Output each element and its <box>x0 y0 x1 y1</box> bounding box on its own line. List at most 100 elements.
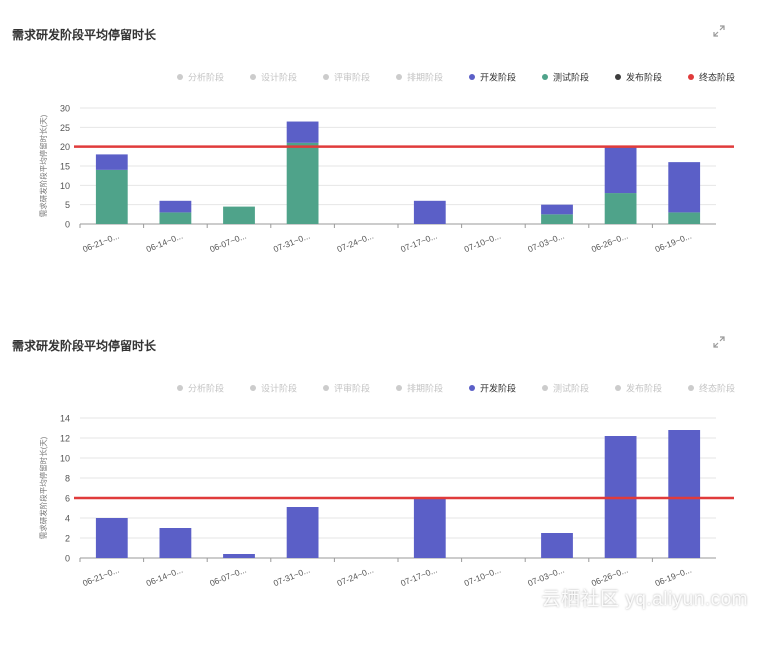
bar <box>541 214 573 224</box>
y-tick-label: 4 <box>65 514 70 524</box>
x-tick-label: 06-19~0... <box>653 231 692 255</box>
bar <box>413 200 446 224</box>
y-tick-label: 0 <box>65 220 70 230</box>
y-tick-label: 5 <box>65 200 70 210</box>
legend-marker <box>542 74 548 80</box>
chart-panel-1: 需求研发阶段平均停留时长 分析阶段 设计阶段 评审阶段 排期阶段 开发阶段 测试阶段 发布阶… <box>0 0 762 300</box>
bar <box>604 146 637 194</box>
legend-label: 终态阶段 <box>699 72 735 83</box>
chart-1: 分析阶段 设计阶段 评审阶段 排期阶段 开发阶段 测试阶段 发布阶段 终态阶段 0 5 10 15 20… <box>38 72 735 255</box>
bar <box>541 533 573 558</box>
legend-item[interactable]: 发布阶段 <box>615 383 662 394</box>
bar <box>286 142 319 224</box>
x-tick-label: 07-24~0... <box>335 565 374 589</box>
bar <box>95 169 128 224</box>
legend-item[interactable]: 分析阶段 <box>177 72 224 83</box>
legend-item[interactable]: 排期阶段 <box>396 72 443 83</box>
bar <box>223 206 255 224</box>
legend: 分析阶段 设计阶段 评审阶段 排期阶段 开发阶段 测试阶段 发布阶段 终态阶段 <box>177 383 735 394</box>
legend-marker <box>396 385 402 391</box>
legend-label: 发布阶段 <box>626 72 662 83</box>
y-tick-label: 10 <box>60 181 70 191</box>
legend-marker <box>250 385 256 391</box>
y-tick-label: 15 <box>60 162 70 172</box>
legend-item[interactable]: 测试阶段 <box>542 72 589 83</box>
bar <box>541 204 573 215</box>
bar <box>604 193 637 224</box>
legend-item[interactable]: 设计阶段 <box>250 72 297 83</box>
x-tick-label: 06-14~0... <box>145 565 184 589</box>
x-tick-label: 07-10~0... <box>463 231 502 255</box>
legend-marker <box>250 74 256 80</box>
legend-marker <box>469 385 475 391</box>
watermark: 云栖社区 yq.aliyun.com <box>541 589 748 610</box>
x-tick-label: 07-03~0... <box>526 231 565 255</box>
legend-marker <box>542 385 548 391</box>
bar <box>95 154 128 170</box>
expand-icon[interactable] <box>712 335 726 349</box>
legend-item[interactable]: 测试阶段 <box>542 383 589 394</box>
y-tick-label: 12 <box>60 434 70 444</box>
x-tick-label: 06-07~0... <box>208 231 247 255</box>
legend-item[interactable]: 终态阶段 <box>688 383 735 394</box>
legend-marker <box>469 74 475 80</box>
bar <box>286 121 319 143</box>
legend-label: 测试阶段 <box>553 383 589 394</box>
x-tick-label: 07-17~0... <box>399 231 438 255</box>
x-tick-label: 06-26~0... <box>590 231 629 255</box>
bar <box>668 430 701 558</box>
legend-label: 排期阶段 <box>407 383 443 394</box>
legend-label: 分析阶段 <box>188 72 224 83</box>
legend-item[interactable]: 排期阶段 <box>396 383 443 394</box>
bar <box>159 200 192 213</box>
legend-item[interactable]: 开发阶段 <box>469 72 516 83</box>
y-tick-label: 0 <box>65 554 70 564</box>
legend-marker <box>396 74 402 80</box>
legend-label: 设计阶段 <box>261 72 297 83</box>
legend-item[interactable]: 评审阶段 <box>323 72 370 83</box>
bar <box>413 498 446 558</box>
expand-icon[interactable] <box>712 24 726 38</box>
y-tick-label: 8 <box>65 474 70 484</box>
legend-label: 测试阶段 <box>553 72 589 83</box>
legend-item[interactable]: 设计阶段 <box>250 383 297 394</box>
y-axis-label: 需求研发阶段平均停留时长(天) <box>38 114 48 217</box>
chart-2: 分析阶段 设计阶段 评审阶段 排期阶段 开发阶段 测试阶段 发布阶段 终态阶段 0 2 4 6 8 10 1… <box>38 383 735 589</box>
y-tick-label: 6 <box>65 494 70 504</box>
bar <box>223 554 255 558</box>
legend-item[interactable]: 分析阶段 <box>177 383 224 394</box>
legend-label: 评审阶段 <box>334 383 370 394</box>
legend-item[interactable]: 评审阶段 <box>323 383 370 394</box>
bar <box>668 162 701 213</box>
legend-item[interactable]: 发布阶段 <box>615 72 662 83</box>
legend-label: 排期阶段 <box>407 72 443 83</box>
x-tick-label: 07-31~0... <box>272 565 311 589</box>
y-tick-label: 30 <box>60 104 70 114</box>
legend: 分析阶段 设计阶段 评审阶段 排期阶段 开发阶段 测试阶段 发布阶段 终态阶段 <box>177 72 735 83</box>
legend-item[interactable]: 终态阶段 <box>688 72 735 83</box>
legend-item[interactable]: 开发阶段 <box>469 383 516 394</box>
legend-label: 分析阶段 <box>188 383 224 394</box>
y-tick-label: 14 <box>60 414 70 424</box>
y-tick-label: 2 <box>65 534 70 544</box>
x-tick-label: 06-21~0... <box>81 231 120 255</box>
bar <box>95 518 128 558</box>
x-tick-label: 06-14~0... <box>145 231 184 255</box>
legend-marker <box>615 385 621 391</box>
x-tick-label: 07-17~0... <box>399 565 438 589</box>
bar <box>159 528 192 558</box>
x-tick-label: 07-31~0... <box>272 231 311 255</box>
bar <box>159 212 192 224</box>
legend-label: 设计阶段 <box>261 383 297 394</box>
legend-marker <box>177 385 183 391</box>
legend-marker <box>615 74 621 80</box>
chart-panel-2: 需求研发阶段平均停留时长 分析阶段 设计阶段 评审阶段 排期阶段 开发阶段 测试阶段 发布阶… <box>0 300 762 615</box>
x-tick-label: 07-10~0... <box>463 565 502 589</box>
bar <box>286 507 319 558</box>
x-tick-label: 06-07~0... <box>208 565 247 589</box>
x-tick-label: 06-21~0... <box>81 565 120 589</box>
legend-label: 评审阶段 <box>334 72 370 83</box>
y-axis-label: 需求研发阶段平均停留时长(天) <box>38 436 48 539</box>
legend-label: 终态阶段 <box>699 383 735 394</box>
chart-title: 需求研发阶段平均停留时长 <box>12 28 157 42</box>
